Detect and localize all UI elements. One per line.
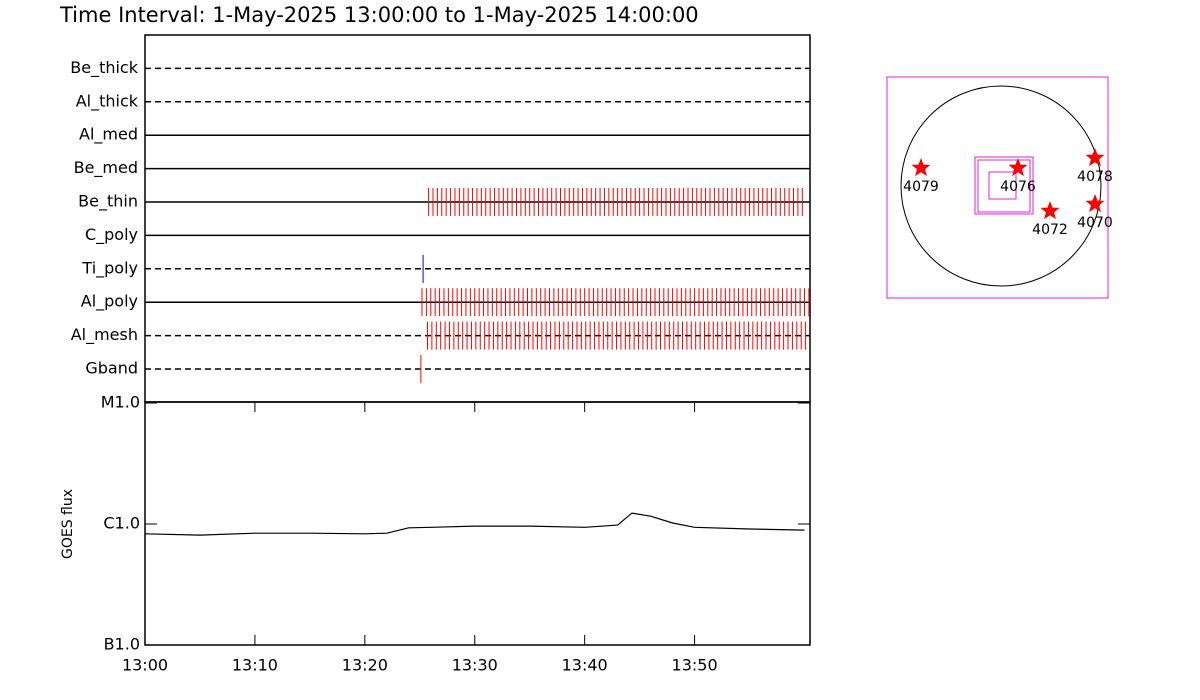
row-label: Be_thin: [78, 192, 138, 212]
fov-box: [988, 171, 1017, 200]
region-star: [1040, 201, 1060, 220]
x-tick-label: 13:20: [342, 656, 388, 675]
region-star: [1085, 148, 1105, 167]
region-star: [1008, 158, 1028, 177]
x-tick-label: 13:30: [452, 656, 498, 675]
x-tick-label: 13:40: [562, 656, 608, 675]
region-star: [911, 158, 931, 177]
region-label: 4078: [1077, 169, 1113, 185]
row-label: Be_med: [74, 158, 138, 178]
row-label: Ti_poly: [81, 258, 138, 278]
x-tick-label: 13:00: [122, 656, 168, 675]
map-frame: [886, 76, 1109, 299]
title: Time Interval: 1-May-2025 13:00:00 to 1-…: [59, 3, 699, 27]
row-label: Gband: [85, 359, 138, 378]
y-tick-label: C1.0: [103, 514, 140, 533]
goes-curve: [144, 512, 805, 536]
row-label: Al_mesh: [71, 325, 138, 345]
row-label: Be_thick: [70, 58, 138, 78]
fov-box: [974, 156, 1034, 215]
timeline-frame: [144, 34, 811, 403]
x-tick-label: 13:10: [232, 656, 278, 675]
region-label: 4072: [1032, 222, 1068, 238]
region-label: 4076: [1000, 179, 1036, 195]
row-label: Al_poly: [81, 292, 138, 312]
row-label: Al_thick: [76, 91, 139, 111]
region-label: 4070: [1077, 215, 1113, 231]
solar-limb: [900, 85, 1102, 287]
y-tick-label: M1.0: [101, 393, 140, 412]
goes-frame: [144, 401, 811, 646]
region-star: [1085, 194, 1105, 213]
fov-box: [977, 159, 1031, 213]
region-label: 4079: [903, 179, 939, 195]
y-tick-label: B1.0: [104, 635, 140, 654]
x-tick-label: 13:50: [672, 656, 718, 675]
row-label: C_poly: [85, 225, 138, 245]
row-label: Al_med: [79, 125, 138, 145]
y-axis-label: GOES flux: [60, 489, 76, 559]
solar-map: [886, 76, 1109, 299]
